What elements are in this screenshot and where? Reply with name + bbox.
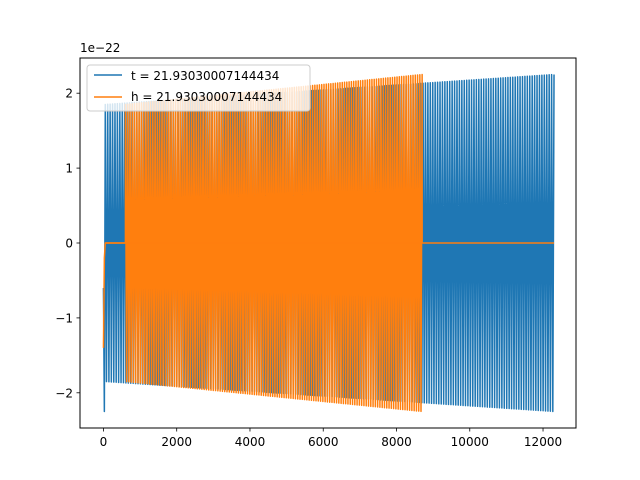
legend-box <box>86 64 311 112</box>
series-line-h <box>102 73 555 413</box>
x-tick-label: 6000 <box>308 435 339 449</box>
y-axis: −2 −1 0 1 2 <box>55 87 80 400</box>
x-tick-label: 10000 <box>451 435 489 449</box>
x-tick-label: 4000 <box>235 435 266 449</box>
legend-label-h: h = 21.93030007144434 <box>131 90 282 104</box>
x-tick-label: 12000 <box>524 435 562 449</box>
y-tick-label: 2 <box>65 87 73 101</box>
x-tick-label: 0 <box>100 435 108 449</box>
x-tick-label: 2000 <box>161 435 192 449</box>
y-scale-offset-label: 1e−22 <box>80 41 120 55</box>
legend: t = 21.93030007144434 h = 21.93030007144… <box>86 64 311 112</box>
y-tick-label: −1 <box>55 311 73 325</box>
x-tick-label: 8000 <box>381 435 412 449</box>
y-tick-label: 0 <box>65 237 73 251</box>
y-tick-label: −2 <box>55 386 73 400</box>
legend-label-t: t = 21.93030007144434 <box>131 69 279 83</box>
x-axis: 0 2000 4000 6000 8000 10000 12000 <box>100 428 562 449</box>
y-tick-label: 1 <box>65 162 73 176</box>
